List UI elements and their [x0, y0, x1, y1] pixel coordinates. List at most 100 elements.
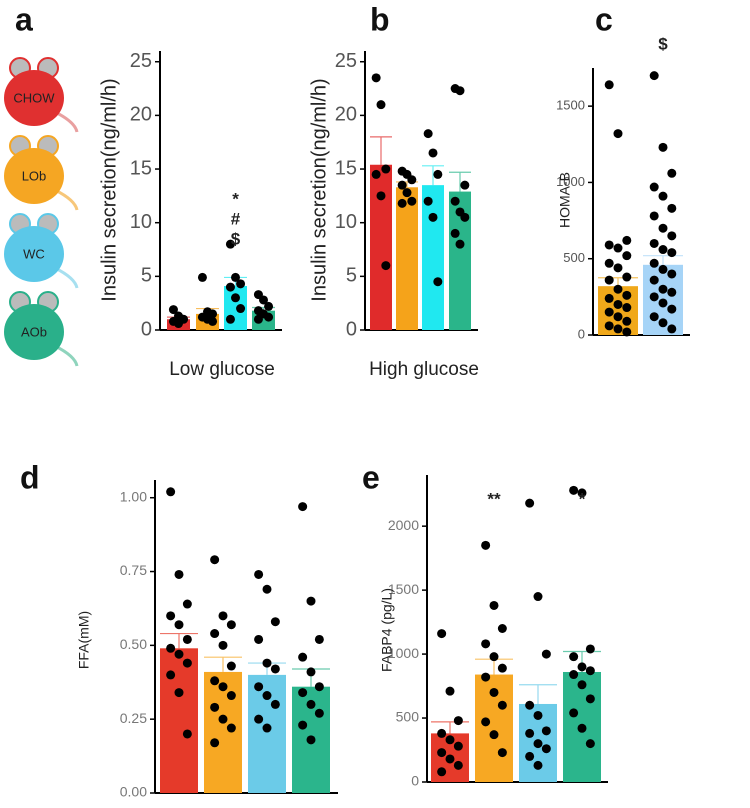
legend-label: LOb	[22, 168, 47, 183]
data-point	[497, 748, 507, 758]
data-point	[667, 248, 677, 258]
data-point	[210, 702, 220, 712]
data-point	[376, 191, 386, 201]
data-point	[658, 264, 668, 274]
y-tick-label: 0	[578, 326, 585, 341]
error-bar	[475, 658, 513, 675]
data-point	[569, 652, 579, 662]
legend-label: CHOW	[13, 90, 55, 105]
data-point	[225, 239, 235, 249]
data-point	[569, 708, 579, 718]
data-point	[210, 676, 220, 686]
data-point	[262, 691, 272, 701]
data-point	[667, 231, 677, 241]
data-point	[604, 275, 614, 285]
data-point	[489, 652, 499, 662]
data-point	[423, 129, 433, 139]
data-point	[197, 272, 207, 282]
data-point	[613, 243, 623, 253]
data-point	[270, 617, 280, 627]
data-point	[577, 723, 587, 733]
data-point	[525, 728, 535, 738]
y-tick-label: 15	[130, 157, 152, 179]
data-point	[236, 304, 246, 314]
data-point	[541, 649, 551, 659]
data-point	[210, 555, 220, 565]
data-point	[236, 279, 246, 289]
data-point	[306, 596, 316, 606]
mouse-chow: CHOW	[4, 57, 79, 133]
data-point	[174, 620, 184, 630]
data-point	[613, 312, 623, 322]
data-point	[298, 502, 308, 512]
legend-label: AOb	[21, 324, 47, 339]
data-point	[423, 196, 433, 206]
data-point	[622, 290, 632, 300]
data-point	[649, 312, 659, 322]
data-point	[658, 223, 668, 233]
data-point	[298, 652, 308, 662]
data-point	[541, 744, 551, 754]
data-point	[577, 662, 587, 672]
panel-letter: a	[15, 1, 33, 37]
data-point	[613, 263, 623, 273]
data-point	[658, 318, 668, 328]
data-point	[407, 196, 417, 206]
annotation: $	[658, 34, 668, 53]
data-point	[428, 148, 438, 158]
annotation: #	[231, 209, 241, 228]
data-point	[604, 80, 614, 90]
data-point	[455, 239, 465, 249]
data-point	[497, 663, 507, 673]
data-point	[604, 258, 614, 268]
data-point	[649, 71, 659, 81]
data-point	[298, 720, 308, 730]
data-point	[577, 680, 587, 690]
y-tick-label: 1.00	[120, 488, 147, 504]
data-point	[218, 611, 228, 621]
y-tick-label: 5	[141, 265, 152, 287]
data-point	[450, 228, 460, 238]
data-point	[174, 319, 183, 329]
data-point	[371, 169, 381, 179]
data-point	[226, 661, 236, 671]
data-point	[497, 700, 507, 710]
data-point	[541, 726, 551, 736]
data-point	[658, 191, 668, 201]
data-point	[259, 295, 268, 305]
data-point	[376, 100, 386, 110]
x-axis-label: Low glucose	[169, 359, 275, 380]
y-tick-label: 0.25	[120, 710, 147, 726]
data-point	[182, 634, 192, 644]
data-point	[166, 611, 176, 621]
mouse-wc: WC	[4, 213, 79, 289]
data-point	[613, 299, 623, 309]
data-point	[649, 292, 659, 302]
data-point	[533, 710, 543, 720]
data-point	[254, 634, 264, 644]
y-tick-label: 0	[141, 318, 152, 340]
y-tick-label: 0	[411, 773, 419, 789]
data-point	[453, 760, 463, 770]
y-tick-label: 500	[563, 250, 585, 265]
data-point	[174, 569, 184, 579]
data-point	[445, 735, 455, 745]
data-point	[453, 716, 463, 726]
y-axis-label: Insulin secretion(ng/ml/h)	[98, 78, 120, 301]
error-bar	[519, 684, 557, 704]
data-point	[622, 251, 632, 261]
data-point	[306, 699, 316, 709]
data-point	[667, 203, 677, 213]
data-point	[402, 188, 412, 198]
mouse-lob: LOb	[4, 135, 79, 211]
data-point	[254, 569, 264, 579]
y-tick-label: 15	[335, 157, 357, 179]
legend-label: WC	[23, 246, 45, 261]
data-point	[218, 682, 228, 692]
data-point	[445, 754, 455, 764]
data-point	[585, 666, 595, 676]
data-point	[585, 644, 595, 654]
data-point	[481, 672, 491, 682]
data-point	[231, 293, 240, 303]
